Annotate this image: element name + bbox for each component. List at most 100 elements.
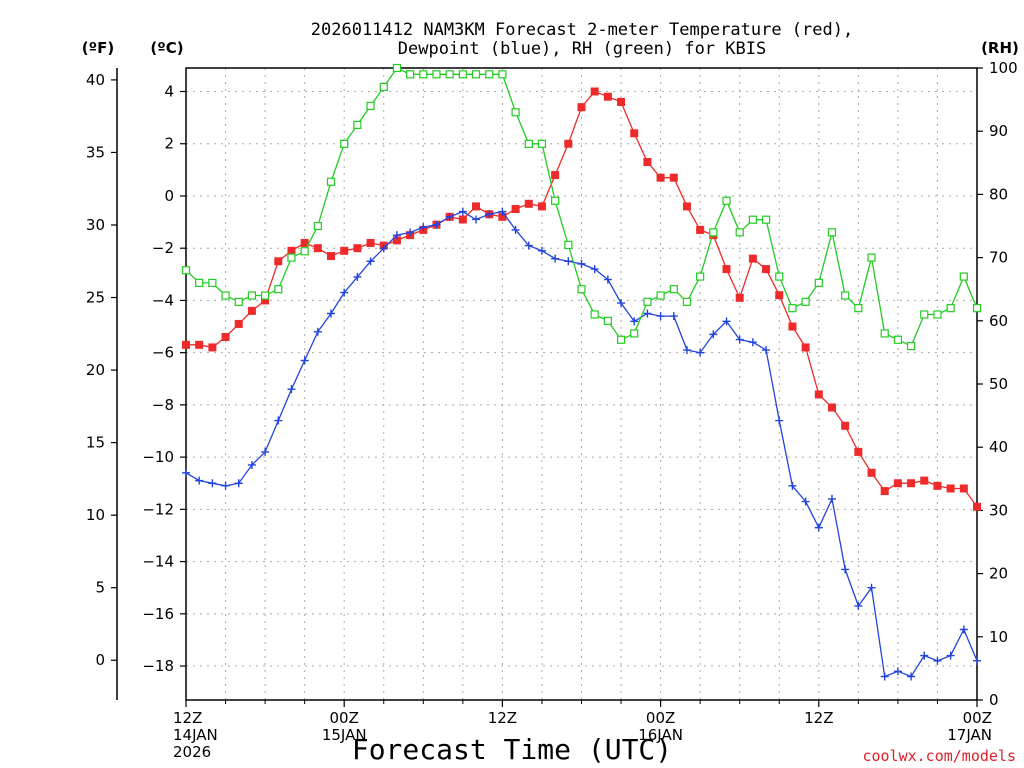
rh-tick-label: 0 (989, 691, 999, 709)
data-point-dewpoint (630, 317, 639, 326)
data-point-dewpoint (801, 497, 810, 506)
data-point-dewpoint (182, 468, 190, 477)
data-point-dewpoint (379, 244, 388, 253)
data-point-dewpoint (656, 312, 665, 321)
data-point-rh (761, 215, 771, 224)
data-point-dewpoint (973, 656, 981, 665)
fahrenheit-tick-label: 10 (86, 506, 105, 524)
data-point-dewpoint (392, 231, 401, 240)
celsius-tick-label: −4 (152, 291, 174, 309)
data-point-dewpoint (696, 348, 705, 357)
rh-tick-label: 30 (989, 501, 1008, 519)
series-2-meter-temperature (182, 87, 981, 511)
data-point-temperature (946, 484, 955, 493)
rh-tick-label: 40 (989, 438, 1008, 456)
data-point-temperature (472, 202, 481, 211)
data-point-dewpoint (590, 265, 599, 274)
rh-tick-label: 60 (989, 312, 1008, 330)
data-point-dewpoint (893, 667, 902, 676)
data-point-dewpoint (669, 312, 678, 321)
fahrenheit-tick-label: 20 (86, 361, 105, 379)
data-point-rh (643, 297, 652, 306)
x-tick-time-label: 00Z (963, 709, 992, 727)
data-point-rh (537, 139, 547, 148)
data-point-dewpoint (498, 207, 507, 216)
data-point-rh (827, 228, 837, 237)
data-point-rh (735, 228, 744, 237)
data-point-rh (485, 70, 494, 79)
data-point-rh (498, 70, 507, 79)
data-point-dewpoint (261, 447, 270, 456)
data-point-temperature (511, 205, 520, 214)
data-point-temperature (287, 246, 296, 255)
data-point-temperature (353, 244, 362, 253)
data-point-temperature (182, 340, 190, 349)
celsius-tick-label: −18 (142, 657, 174, 675)
data-point-dewpoint (287, 385, 296, 394)
data-point-temperature (854, 447, 863, 456)
data-point-rh (801, 297, 810, 306)
data-point-temperature (656, 173, 665, 182)
data-point-temperature (564, 139, 573, 148)
data-point-temperature (973, 502, 981, 511)
data-point-dewpoint (735, 335, 744, 344)
data-point-temperature (551, 171, 560, 180)
chart-title-line2: Dewpoint (blue), RH (green) for KBIS (398, 39, 766, 59)
data-point-dewpoint (880, 672, 889, 681)
rh-unit-label: (RH) (981, 39, 1019, 57)
fahrenheit-tick-label: 15 (86, 434, 105, 452)
data-point-dewpoint (340, 288, 349, 297)
data-point-dewpoint (537, 246, 546, 255)
data-point-temperature (300, 238, 309, 247)
x-tick-date-label: 15JAN (322, 726, 367, 744)
data-point-dewpoint (353, 272, 362, 281)
data-point-rh (775, 272, 784, 281)
data-point-dewpoint (313, 327, 322, 336)
data-point-dewpoint (762, 346, 771, 355)
data-point-dewpoint (432, 220, 441, 229)
data-point-temperature (208, 343, 217, 352)
x-tick-year-label: 2026 (173, 743, 211, 761)
data-point-temperature (617, 97, 626, 106)
data-point-dewpoint (327, 309, 336, 318)
data-point-temperature (696, 225, 705, 234)
data-point-temperature (893, 479, 902, 488)
data-point-rh (682, 297, 692, 306)
data-point-dewpoint (722, 317, 731, 326)
data-point-rh (867, 253, 876, 262)
data-point-dewpoint (775, 416, 784, 425)
celsius-tick-label: 4 (164, 83, 174, 101)
series-layer (181, 63, 982, 681)
data-point-temperature (788, 322, 797, 331)
data-point-dewpoint (511, 225, 520, 234)
data-point-temperature (867, 468, 876, 477)
rh-tick-label: 90 (989, 122, 1008, 140)
data-point-temperature (537, 202, 546, 211)
rh-tick-label: 80 (989, 185, 1008, 203)
data-point-temperature (775, 291, 784, 300)
data-point-rh (722, 196, 731, 205)
celsius-tick-label: −12 (142, 500, 174, 518)
fahrenheit-tick-label: 0 (95, 651, 105, 669)
data-point-rh (195, 278, 204, 287)
data-point-rh (247, 291, 257, 300)
celsius-tick-label: −2 (152, 239, 174, 257)
data-point-temperature (340, 246, 349, 255)
celsius-tick-label: −16 (142, 605, 174, 623)
data-point-dewpoint (221, 481, 230, 490)
credit-link[interactable]: coolwx.com/models (862, 747, 1016, 765)
data-point-dewpoint (788, 481, 797, 490)
data-point-temperature (313, 244, 322, 253)
data-point-rh (577, 285, 586, 294)
data-point-dewpoint (827, 494, 836, 503)
data-point-rh (696, 272, 705, 281)
x-tick-time-label: 00Z (330, 709, 359, 727)
x-tick-time-label: 12Z (173, 709, 202, 727)
x-tick-date-label: 14JAN (173, 726, 218, 744)
data-point-rh (287, 253, 296, 262)
data-point-temperature (959, 484, 968, 493)
rh-tick-label: 50 (989, 375, 1008, 393)
celsius-tick-label: −6 (152, 344, 174, 362)
data-point-dewpoint (709, 330, 718, 339)
data-point-dewpoint (300, 356, 309, 365)
